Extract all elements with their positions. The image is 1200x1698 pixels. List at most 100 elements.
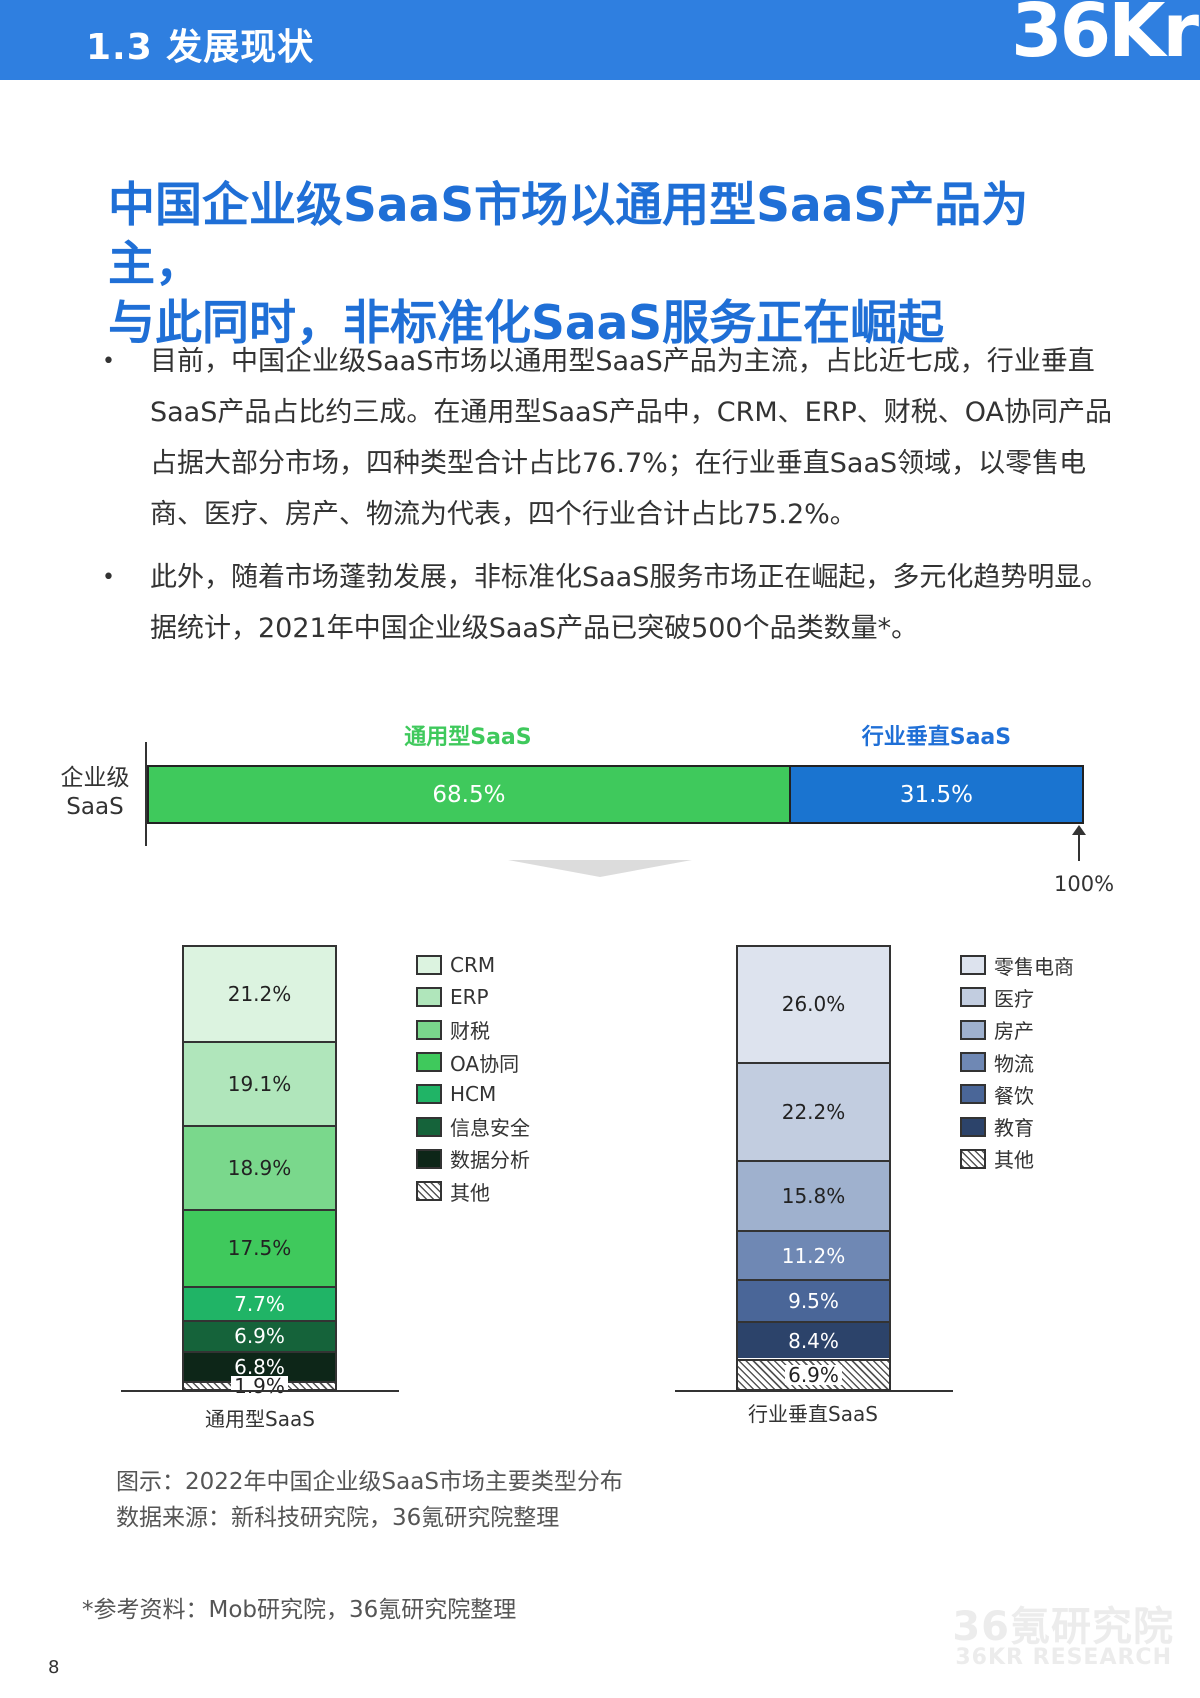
segment-信息安全: 6.9% (184, 1320, 335, 1351)
row-label-enterprise-saas: 企业级 SaaS (50, 764, 140, 822)
chevron-down-icon (508, 860, 692, 877)
watermark-subtitle: 36KR RESEARCH (955, 1645, 1172, 1670)
segment-value-label: 19.1% (227, 1071, 292, 1096)
legend-vertical: 零售电商医疗房产物流餐饮 教育其他 (960, 949, 1074, 1175)
bullet-list: 目前，中国企业级SaaS市场以通用型SaaS产品为主流，占比近七成，行业垂直Sa… (100, 336, 1120, 666)
segment-OA协同: 17.5% (184, 1208, 335, 1286)
figure-caption: 图示：2022年中国企业级SaaS市场主要类型分布 数据来源：新科技研究院，36… (116, 1464, 623, 1536)
arrow-up-icon (1072, 825, 1086, 861)
legend-swatch (960, 1148, 986, 1169)
legend-label: 信息安全 (450, 1116, 530, 1141)
segment-数据分析: 6.8% (184, 1350, 335, 1381)
segment-value-label: 6.9% (785, 1364, 842, 1385)
segment-value-label: 18.9% (227, 1155, 292, 1180)
segment-其他: 6.9% (738, 1358, 889, 1389)
figure-title: 图示：2022年中国企业级SaaS市场主要类型分布 (116, 1469, 623, 1495)
legend-swatch (960, 987, 986, 1008)
legend-item: OA协同 (416, 1046, 530, 1078)
legend-swatch (416, 955, 442, 976)
header-bar: 1.3 发展现状 36Kr (0, 0, 1200, 80)
legend-swatch (416, 1181, 442, 1202)
segment-房产: 15.8% (738, 1160, 889, 1230)
segment-CRM: 21.2% (184, 947, 335, 1041)
legend-label: OA协同 (450, 1051, 520, 1076)
segment-value-label: 26.0% (781, 992, 846, 1017)
reference-note: *参考资料：Mob研究院，36氪研究院整理 (82, 1597, 517, 1623)
legend-item: 医疗 (960, 981, 1074, 1013)
segment-value-label: 8.4% (788, 1328, 839, 1353)
bullet-item: 此外，随着市场蓬勃发展，非标准化SaaS服务市场正在崛起，多元化趋势明显。据统计… (100, 552, 1120, 654)
watermark-logo: 36氪研究院 (952, 1604, 1174, 1650)
segment-医疗: 22.2% (738, 1061, 889, 1161)
bullet-item: 目前，中国企业级SaaS市场以通用型SaaS产品为主流，占比近七成，行业垂直Sa… (100, 336, 1120, 540)
legend-swatch (416, 1019, 442, 1040)
y-axis-line (145, 742, 147, 846)
segment-value-label: 21.2% (227, 981, 292, 1006)
row-label-line1: 企业级 (60, 765, 130, 791)
stack-general-saas: 21.2% 19.1% 18.9% 17.5% 7.7% 6.9% 6.8% 1.9% (182, 945, 337, 1396)
segment-餐饮: 9.5% (738, 1279, 889, 1322)
segment-value-label: 1.9% (231, 1375, 288, 1396)
legend-item: 房产 (960, 1014, 1074, 1046)
data-source: 数据来源：新科技研究院，36氪研究院整理 (116, 1505, 560, 1531)
row-label-line2: SaaS (66, 794, 124, 820)
legend-label: 医疗 (994, 986, 1034, 1011)
segment-value-label: 17.5% (227, 1236, 292, 1261)
page-title-line1: 中国企业级SaaS市场以通用型SaaS产品为主， (108, 178, 1029, 292)
baseline-vertical (675, 1390, 953, 1392)
segment-教育: 8.4% (738, 1321, 889, 1359)
legend-label: 财税 (450, 1019, 490, 1044)
segment-财税: 18.9% (184, 1125, 335, 1209)
legend-item: CRM (416, 949, 530, 981)
legend-item: 其他 (960, 1143, 1074, 1175)
legend-item: HCM (416, 1078, 530, 1110)
segment-value-label: 22.2% (781, 1099, 846, 1124)
legend-item: ERP (416, 981, 530, 1013)
segment-物流: 11.2% (738, 1229, 889, 1280)
legend-item: 财税 (416, 1014, 530, 1046)
legend-label: 零售电商 (994, 954, 1074, 979)
bar-vertical-saas: 31.5% (788, 765, 1084, 824)
x-category-vertical: 行业垂直SaaS (748, 1402, 878, 1426)
legend-item: 餐饮 (960, 1078, 1074, 1110)
baseline-general (121, 1390, 399, 1392)
segment-HCM: 7.7% (184, 1286, 335, 1321)
segment-value-label: 6.8% (234, 1354, 285, 1379)
legend-swatch (960, 1116, 986, 1137)
segment-value-label: 11.2% (781, 1243, 846, 1268)
legend-label: 其他 (994, 1148, 1034, 1173)
legend-swatch (960, 1052, 986, 1073)
legend-swatch (960, 955, 986, 976)
segment-零售电商: 26.0% (738, 947, 889, 1062)
legend-label: 其他 (450, 1180, 490, 1205)
page-number: 8 (48, 1657, 60, 1678)
stack-vertical-saas: 26.0% 22.2% 15.8% 11.2% 9.5% 8.4% 6.9% (736, 945, 891, 1391)
segment-其他: 1.9% (184, 1375, 335, 1396)
legend-swatch (416, 1052, 442, 1073)
segment-value-label: 6.9% (234, 1324, 285, 1349)
legend-label: CRM (450, 953, 496, 978)
legend-label: 物流 (994, 1051, 1034, 1076)
segment-value-label: 7.7% (234, 1292, 285, 1317)
vertical-saas-label: 行业垂直SaaS (861, 725, 1012, 750)
legend-swatch (416, 1116, 442, 1137)
legend-label: 餐饮 (994, 1083, 1034, 1108)
legend-label: HCM (450, 1082, 497, 1107)
legend-item: 物流 (960, 1046, 1074, 1078)
total-marker-label: 100% (1054, 872, 1115, 896)
segment-ERP: 19.1% (184, 1040, 335, 1126)
legend-swatch (960, 1019, 986, 1040)
legend-swatch (416, 987, 442, 1008)
legend-swatch (960, 1084, 986, 1105)
bar-general-saas: 68.5% (147, 765, 791, 824)
36kr-logo: 36Kr (1011, 0, 1199, 74)
x-category-general: 通用型SaaS (205, 1407, 315, 1431)
segment-value-label: 15.8% (781, 1183, 846, 1208)
legend-item: 信息安全 (416, 1110, 530, 1142)
legend-label: ERP (450, 985, 489, 1010)
legend-label: 房产 (994, 1019, 1034, 1044)
legend-swatch (416, 1148, 442, 1169)
legend-item: 教育 (960, 1110, 1074, 1142)
legend-item: 其他 (416, 1175, 530, 1207)
legend-item: 零售电商 (960, 949, 1074, 981)
